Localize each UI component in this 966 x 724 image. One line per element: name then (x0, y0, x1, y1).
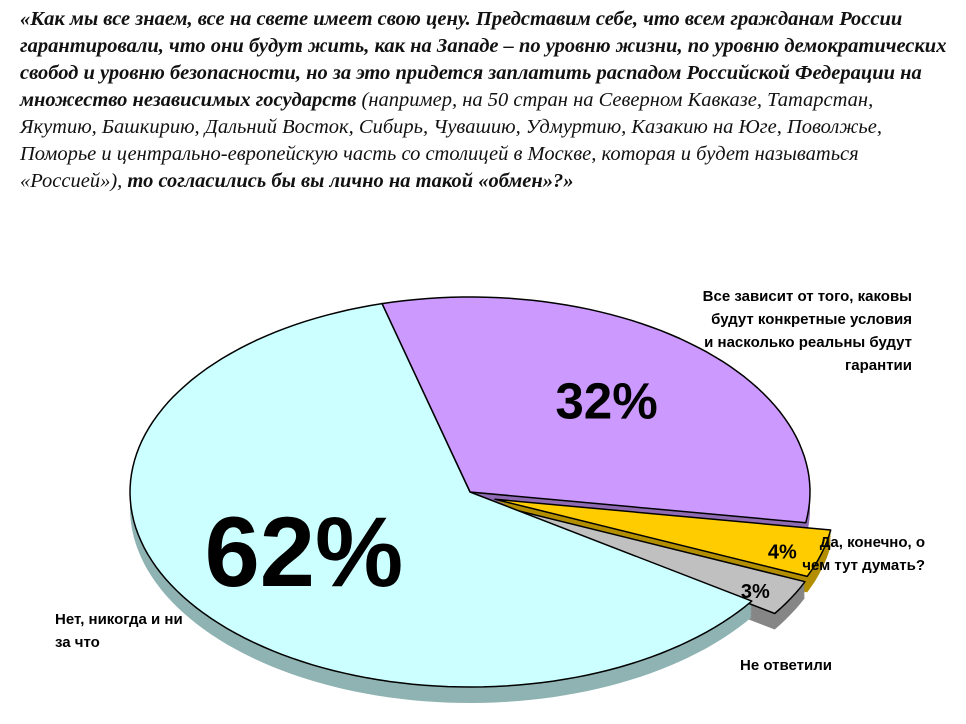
category-label: Не ответили (740, 657, 832, 674)
value-label: 3% (741, 581, 770, 603)
slice (381, 296, 811, 524)
value-label: 32% (555, 373, 657, 430)
question-part: то согласились бы вы лично на такой «обм… (127, 170, 574, 192)
question-part: «Как мы все знаем, все на свете имеет св… (20, 8, 947, 111)
category-label: Да, конечно, о чем тут думать? (802, 534, 925, 574)
value-label: 62% (205, 497, 404, 608)
category-label: Нет, никогда и ни за что (55, 611, 183, 651)
category-label: Все зависит от того, каковы будут конкре… (702, 288, 912, 374)
question-part: (например, на 50 стран на Северном Кавка… (20, 89, 882, 192)
slice (129, 302, 753, 688)
value-label: 4% (768, 541, 797, 563)
slice (494, 498, 832, 578)
question: «Как мы все знаем, все на свете имеет св… (20, 6, 950, 195)
